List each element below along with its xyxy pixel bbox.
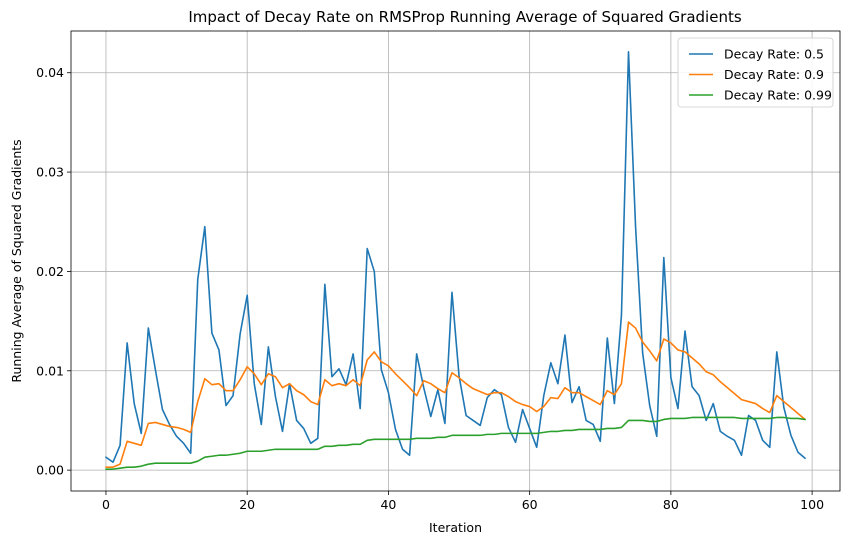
x-axis-label: Iteration bbox=[429, 520, 482, 535]
x-tick-label: 60 bbox=[522, 497, 538, 512]
x-tick-label: 100 bbox=[800, 497, 824, 512]
x-tick-label: 40 bbox=[380, 497, 396, 512]
legend-label-1: Decay Rate: 0.5 bbox=[724, 47, 824, 62]
legend-label-3: Decay Rate: 0.99 bbox=[724, 88, 832, 103]
series-line-1 bbox=[105, 51, 806, 463]
legend: Decay Rate: 0.5 Decay Rate: 0.9 Decay Rate… bbox=[677, 37, 834, 108]
y-tick-label: 0.01 bbox=[36, 363, 64, 378]
legend-label-2: Decay Rate: 0.9 bbox=[724, 67, 824, 82]
series-line-2 bbox=[105, 321, 806, 468]
y-tick-label: 0.04 bbox=[36, 65, 64, 80]
x-tick-label: 0 bbox=[102, 497, 110, 512]
axis-ticks: 0 20 40 60 80 100 0.00 0.01 0.02 0.03 0.04 bbox=[36, 65, 824, 512]
y-tick-label: 0.02 bbox=[36, 264, 64, 279]
series-lines bbox=[105, 51, 806, 470]
series-line-3 bbox=[105, 416, 806, 470]
x-tick-label: 20 bbox=[239, 497, 255, 512]
legend-box bbox=[677, 37, 834, 108]
y-tick-label: 0.00 bbox=[36, 463, 64, 478]
plot-frame bbox=[70, 30, 841, 492]
y-tick-label: 0.03 bbox=[36, 165, 64, 180]
y-axis-label: Running Average of Squared Gradients bbox=[9, 139, 24, 382]
chart-title: Impact of Decay Rate on RMSProp Running … bbox=[188, 8, 742, 26]
x-tick-label: 80 bbox=[663, 497, 679, 512]
